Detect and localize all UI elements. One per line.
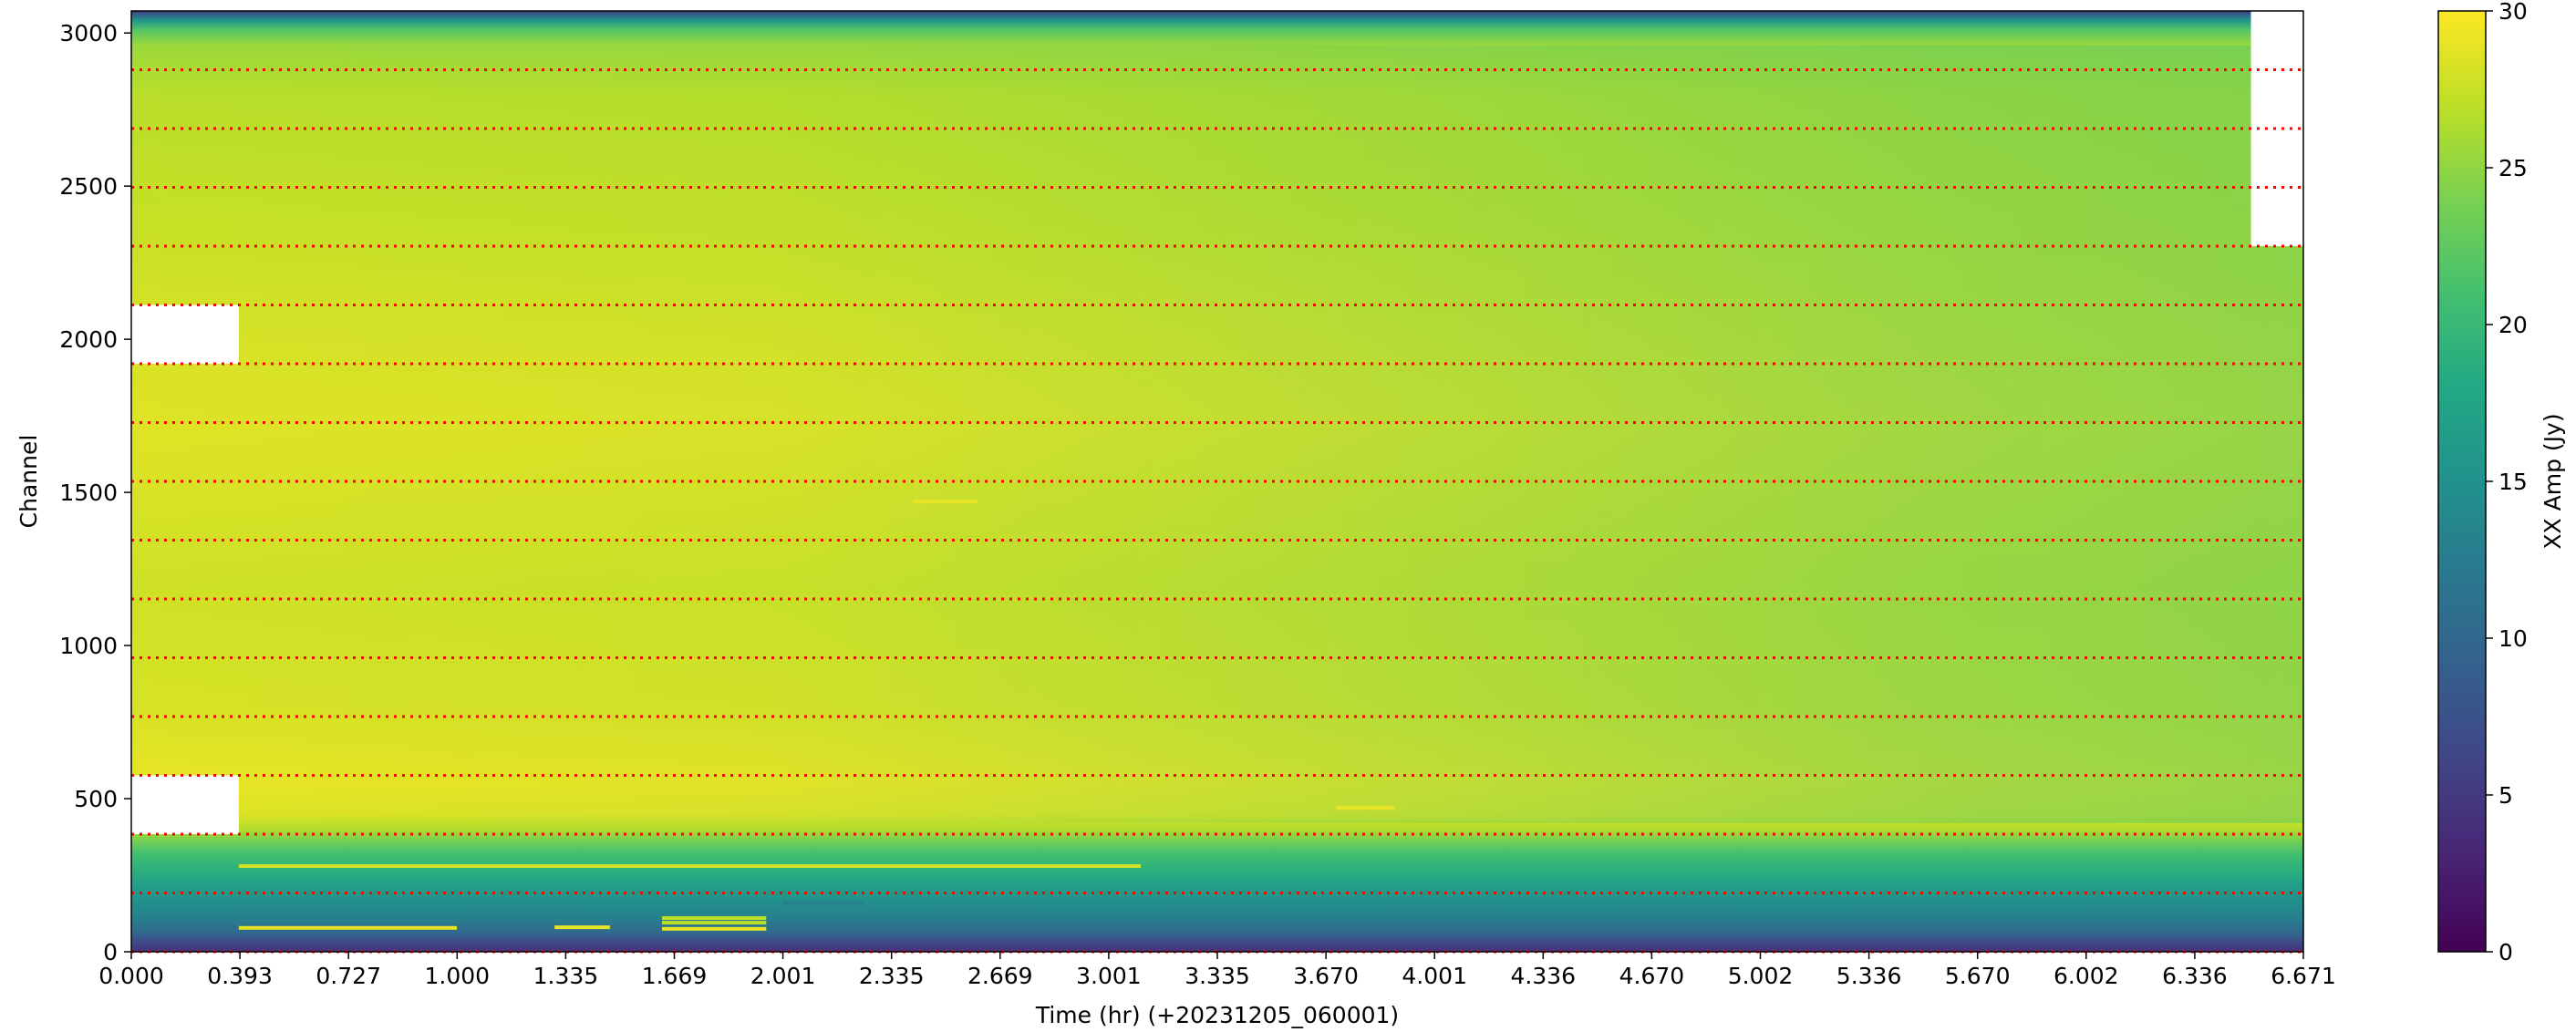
flagged-region: [131, 304, 239, 364]
rfi-streak: [662, 916, 767, 921]
colorbar-tick-label: 20: [2498, 312, 2528, 338]
x-tick-label: 3.670: [1293, 963, 1359, 989]
x-tick-label: 1.669: [642, 963, 708, 989]
colorbar-tick-label: 30: [2498, 0, 2528, 25]
colorbar-tick-label: 5: [2498, 782, 2513, 809]
y-tick-label: 500: [74, 786, 118, 812]
y-tick-label: 3000: [59, 20, 118, 46]
flagged-regions: [131, 11, 2303, 834]
x-tick-label: 0.000: [98, 963, 164, 989]
colorbar-tick-label: 0: [2498, 939, 2513, 965]
x-tick-label: 5.336: [1836, 963, 1902, 989]
x-tick-label: 0.393: [207, 963, 273, 989]
colorbar-tick-label: 25: [2498, 155, 2528, 181]
colorbar-label: XX Amp (Jy): [2540, 413, 2566, 549]
x-axis-label: Time (hr) (+20231205_060001): [1035, 1002, 1399, 1028]
heatmap-image: [131, 11, 2303, 952]
colorbar-tick-label: 15: [2498, 469, 2528, 495]
flagged-region: [2250, 11, 2303, 246]
x-tick-label: 5.670: [1945, 963, 2011, 989]
y-tick-label: 1500: [59, 480, 118, 506]
y-axis-label: Channel: [16, 435, 42, 529]
rfi-streak: [238, 925, 458, 930]
rfi-streak: [238, 863, 1141, 868]
x-tick-label: 2.001: [750, 963, 816, 989]
rfi-streak: [1336, 806, 1395, 810]
x-tick-label: 3.335: [1185, 963, 1250, 989]
y-tick-label: 2500: [59, 173, 118, 200]
flagged-region: [131, 775, 239, 834]
x-tick-label: 4.001: [1402, 963, 1467, 989]
x-tick-label: 4.670: [1619, 963, 1685, 989]
y-tick-label: 2000: [59, 326, 118, 353]
x-tick-label: 4.336: [1511, 963, 1577, 989]
colorbar-tick-label: 10: [2498, 625, 2528, 652]
y-tick-label: 1000: [59, 633, 118, 659]
rfi-streak: [662, 921, 767, 925]
colorbar-fill: [2438, 11, 2486, 952]
x-tick-label: 0.727: [316, 963, 381, 989]
rfi-streak: [782, 901, 864, 905]
x-tick-label: 2.335: [859, 963, 925, 989]
x-tick-label: 1.000: [425, 963, 491, 989]
rfi-streak: [912, 500, 978, 504]
time-trend-overlay: [131, 45, 2303, 823]
rfi-streak: [554, 925, 610, 930]
x-tick-label: 6.671: [2271, 963, 2336, 989]
x-tick-label: 1.335: [533, 963, 599, 989]
rfi-streak: [662, 926, 767, 931]
x-tick-label: 2.669: [967, 963, 1033, 989]
y-axis-ticks: 0 500 1000 1500 2000 2500 3000: [59, 20, 131, 965]
x-tick-label: 5.002: [1728, 963, 1794, 989]
x-tick-label: 6.336: [2162, 963, 2228, 989]
y-tick-label: 0: [103, 939, 118, 965]
x-tick-label: 6.002: [2054, 963, 2119, 989]
colorbar: 0 5 10 15 20 25 30 XX Amp (Jy): [2437, 0, 2566, 965]
heatmap-plot: 0.000 0.393 0.727 1.000 1.335 1.669 2.001 2.335…: [16, 10, 2336, 1028]
colorbar-ticks: 0 5 10 15 20 25 30: [2486, 0, 2528, 965]
x-axis-ticks: 0.000 0.393 0.727 1.000 1.335 1.669 2.001 2.335…: [98, 952, 2336, 989]
x-tick-label: 3.001: [1076, 963, 1142, 989]
